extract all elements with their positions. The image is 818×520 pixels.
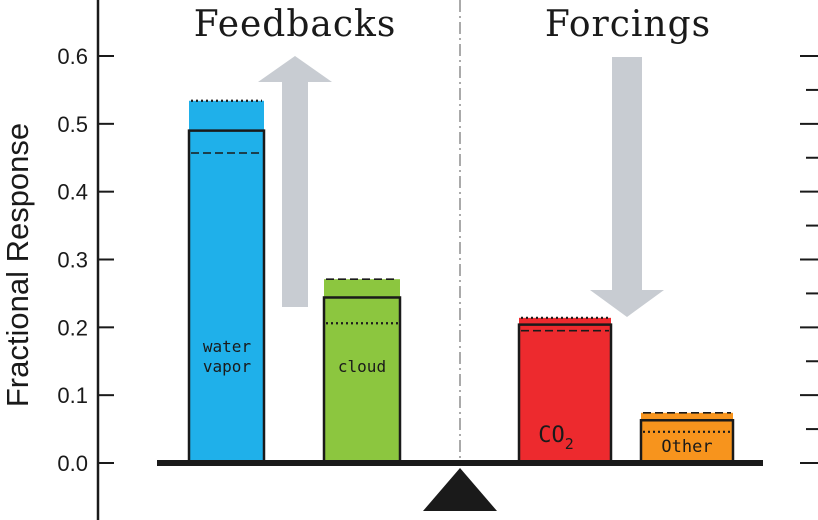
y-tick-label: 0.5 (57, 112, 88, 137)
y-tick-label: 0.6 (57, 44, 88, 69)
y-ticks-left: 0.0 0.1 0.2 0.3 0.4 0.5 0.6 (57, 44, 114, 476)
bar-fill (519, 317, 611, 463)
bar-label-vapor: vapor (203, 357, 252, 376)
down-arrow (590, 57, 664, 317)
bar-label-co2-main: CO (538, 423, 565, 448)
bar-label-cloud: cloud (338, 357, 386, 376)
baseline-beam (157, 460, 763, 466)
bar-label-co2: CO2 (538, 423, 574, 453)
y-tick-label: 0.4 (57, 180, 88, 205)
bars (187, 99, 735, 465)
bar-fill (189, 100, 264, 464)
y-tick-label: 0.0 (57, 451, 88, 476)
up-arrow (258, 56, 332, 307)
bar-fill (324, 279, 400, 463)
fulcrum (423, 468, 497, 511)
y-tick-label: 0.2 (57, 315, 88, 340)
y-tick-label: 0.1 (57, 383, 88, 408)
group-heading-feedbacks: Feedbacks (194, 4, 397, 45)
y-ticks-right (800, 55, 818, 464)
bar-label-co2-sub: 2 (565, 435, 574, 453)
y-tick-label: 0.3 (57, 248, 88, 273)
group-heading-forcings: Forcings (545, 4, 711, 45)
bar-label-other: Other (661, 437, 712, 457)
y-axis-label: Fractional Response (0, 123, 35, 407)
bar-label-water: water (203, 337, 252, 356)
